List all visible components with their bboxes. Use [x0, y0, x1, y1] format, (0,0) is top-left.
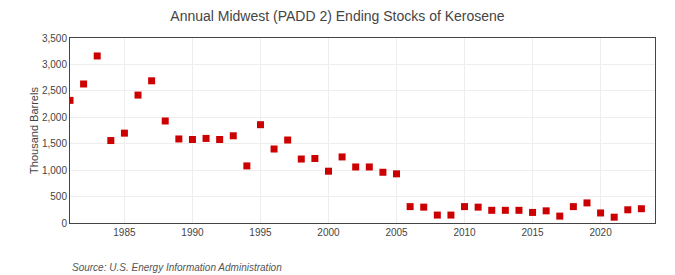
svg-text:2010: 2010	[453, 227, 476, 238]
svg-text:1,000: 1,000	[42, 165, 67, 176]
svg-text:2015: 2015	[521, 227, 544, 238]
svg-text:2000: 2000	[317, 227, 340, 238]
svg-text:500: 500	[50, 191, 67, 202]
svg-text:2005: 2005	[385, 227, 408, 238]
svg-text:0: 0	[61, 218, 67, 229]
svg-text:Annual Midwest (PADD 2) Ending: Annual Midwest (PADD 2) Ending Stocks of…	[170, 8, 505, 24]
svg-text:2,000: 2,000	[42, 112, 67, 123]
svg-text:1985: 1985	[113, 227, 136, 238]
svg-text:1990: 1990	[181, 227, 204, 238]
svg-text:2020: 2020	[589, 227, 612, 238]
svg-text:Thousand Barrels: Thousand Barrels	[28, 87, 40, 174]
svg-text:3,000: 3,000	[42, 59, 67, 70]
svg-text:1,500: 1,500	[42, 138, 67, 149]
svg-text:2,500: 2,500	[42, 85, 67, 96]
svg-text:1995: 1995	[249, 227, 272, 238]
svg-text:Source: U.S. Energy Informatio: Source: U.S. Energy Information Administ…	[72, 262, 282, 273]
svg-text:3,500: 3,500	[42, 33, 67, 44]
